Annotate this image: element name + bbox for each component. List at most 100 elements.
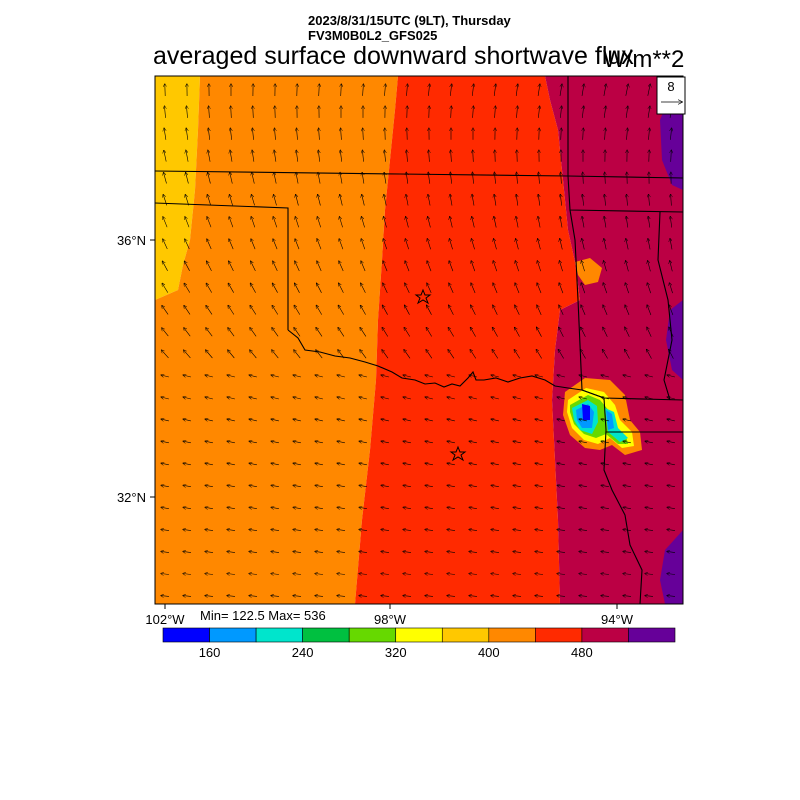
- wind-vector: [251, 261, 256, 272]
- units-label: W/m**2: [603, 46, 685, 73]
- wind-vector: [359, 463, 367, 465]
- wind-vector: [425, 441, 433, 443]
- wind-vector: [601, 485, 609, 486]
- wind-vector: [428, 217, 431, 228]
- wind-vector: [494, 217, 497, 228]
- wind-vector: [186, 173, 189, 184]
- wind-vector: [648, 239, 651, 250]
- wind-vector: [249, 551, 258, 552]
- wind-vector: [315, 419, 323, 421]
- wind-vector: [492, 327, 498, 337]
- wind-vector: [670, 261, 673, 272]
- wind-vector: [249, 574, 258, 575]
- wind-vector: [271, 419, 279, 421]
- wind-vector: [513, 507, 521, 508]
- wind-vector: [339, 239, 344, 250]
- lat-label-32n: 32°N: [117, 490, 146, 505]
- wind-vector: [205, 574, 214, 575]
- wind-vector: [667, 596, 676, 597]
- wind-vector: [337, 485, 345, 486]
- wind-vector: [230, 150, 233, 162]
- wind-vector: [448, 328, 454, 337]
- wind-vector: [381, 485, 389, 486]
- wind-vector: [491, 507, 499, 508]
- wind-vector: [207, 261, 212, 272]
- wind-vector: [645, 574, 654, 575]
- wind-vector: [382, 350, 389, 359]
- wind-vector: [383, 239, 388, 250]
- colorbar-labels: 160 240 320 400 480: [199, 645, 593, 660]
- wind-vector: [425, 551, 434, 552]
- wind-vector: [581, 327, 586, 337]
- wind-vector: [626, 106, 628, 118]
- wind-vector: [425, 529, 434, 530]
- wind-vector: [625, 283, 629, 294]
- wind-vector: [561, 128, 562, 140]
- flux-region-red: [355, 76, 580, 604]
- wind-vector: [645, 419, 653, 421]
- wind-vector: [579, 463, 587, 465]
- wind-vector: [208, 150, 211, 162]
- wind-vector: [227, 463, 235, 465]
- wind-vector: [559, 327, 564, 337]
- wind-vector: [427, 283, 432, 294]
- wind-vector: [428, 195, 431, 206]
- wind-vector: [271, 529, 280, 530]
- wind-vector: [162, 328, 169, 337]
- wind-vector: [206, 283, 212, 293]
- wind-vector: [670, 128, 671, 140]
- wind-vector: [341, 84, 342, 97]
- wind-vector: [229, 217, 234, 228]
- wind-vector: [249, 596, 258, 597]
- axis-ticks: [150, 239, 618, 609]
- wind-vector: [623, 463, 631, 465]
- wind-vector: [339, 217, 343, 228]
- wind-vector: [535, 441, 543, 443]
- wind-vector: [667, 507, 675, 508]
- wind-vector: [513, 397, 521, 399]
- wind-vector: [252, 128, 253, 140]
- wind-vector: [516, 194, 518, 206]
- wind-vector: [403, 375, 411, 377]
- wind-vector: [361, 261, 366, 272]
- wind-vector: [560, 194, 561, 206]
- colorbar-swatch: [209, 627, 257, 643]
- wind-vector: [271, 485, 279, 486]
- wind-vector: [557, 529, 566, 530]
- wind-vector: [449, 305, 454, 315]
- wind-vector: [183, 596, 192, 597]
- wind-vector: [403, 574, 412, 575]
- wind-vector: [557, 596, 566, 597]
- wind-vector: [384, 195, 387, 206]
- wind-vector: [316, 328, 323, 337]
- wind-vector: [667, 419, 675, 421]
- wind-vector: [623, 485, 631, 486]
- wind-vector: [249, 375, 257, 377]
- wind-vector: [251, 239, 256, 250]
- wind-vector: [472, 194, 474, 206]
- wind-vector: [315, 441, 323, 443]
- wind-vector: [450, 217, 453, 228]
- wind-vector: [669, 283, 673, 294]
- wind-vector: [429, 150, 430, 162]
- wind-vector: [427, 239, 431, 250]
- wind-vector: [293, 419, 301, 421]
- wind-vector: [560, 106, 561, 118]
- wind-vector: [361, 239, 366, 250]
- colorbar-swatch: [535, 627, 583, 643]
- wind-vector: [293, 463, 301, 465]
- wind-vector: [471, 283, 476, 294]
- wind-vector: [381, 463, 389, 465]
- wind-vector: [603, 283, 608, 294]
- wind-vector: [403, 485, 411, 486]
- wind-vector: [601, 441, 609, 443]
- wind-vector: [249, 485, 257, 486]
- wind-vector: [315, 596, 324, 597]
- wind-vector: [645, 485, 653, 486]
- wind-vector: [381, 529, 390, 530]
- wind-vector: [559, 283, 564, 294]
- kansas-oklahoma-border: [155, 170, 683, 179]
- wind-vector: [339, 283, 344, 293]
- wind-vector: [315, 574, 324, 575]
- wind-vector: [667, 574, 676, 575]
